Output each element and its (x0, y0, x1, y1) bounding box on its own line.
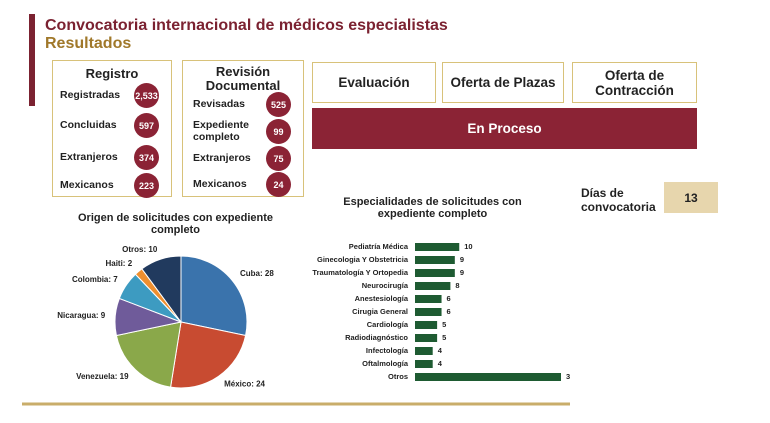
kpi-label: Extranjeros (193, 152, 251, 164)
bar (415, 269, 455, 277)
kpi-value: 99 (266, 119, 291, 144)
bar (415, 308, 442, 316)
kpi-value: 597 (134, 113, 159, 138)
stage: Oferta de Plazas (442, 62, 564, 103)
stage: Oferta de Contracción (572, 62, 697, 103)
kpi-label: Mexicanos (60, 179, 114, 191)
value-label: 6 (447, 307, 451, 316)
category-label: Radiodiagnóstico (345, 333, 408, 342)
bar (415, 373, 561, 381)
slide-title: Convocatoria internacional de médicos es… (45, 17, 448, 34)
pie-slice (115, 321, 182, 388)
category-label: Cirugia General (352, 307, 408, 316)
category-label: Infectología (366, 346, 409, 355)
registro-box: Registro (52, 60, 172, 197)
kpi-label: Revisadas (193, 98, 245, 110)
value-label: 10 (464, 242, 472, 251)
bar (415, 347, 433, 355)
slice-label: Venezuela: 19 (76, 372, 129, 381)
bar (415, 334, 438, 342)
slice-label: Nicaragua: 9 (57, 311, 106, 320)
bar (415, 243, 460, 251)
revision-box: Revisión Documental (182, 60, 304, 197)
slice-label: Haiti: 2 (105, 259, 132, 268)
kpi-value: 525 (266, 92, 291, 117)
kpi-label: Mexicanos (193, 178, 247, 190)
bar (415, 360, 433, 368)
pie-slice (180, 255, 248, 337)
accent-bar (29, 14, 35, 106)
category-label: Cardiología (367, 320, 409, 329)
box-title: Registro (85, 66, 139, 81)
slice-label: Colombia: 7 (72, 275, 118, 284)
kpi-label: Concluidas (60, 119, 117, 131)
category-label: Otros (388, 372, 408, 381)
chart-title: Origen de solicitudes con expediente com… (78, 212, 273, 236)
value-label: 5 (442, 320, 446, 329)
value-label: 4 (438, 359, 443, 368)
value-label: 9 (460, 268, 464, 277)
status-bar: En Proceso (312, 108, 697, 149)
slice-label: Cuba: 28 (240, 269, 274, 278)
kpi-value: 374 (134, 145, 159, 170)
value-label: 5 (442, 333, 446, 342)
slide-subtitle: Resultados (45, 35, 132, 52)
slice-label: Otros: 10 (122, 245, 158, 254)
kpi-label: Extranjeros (60, 151, 118, 163)
slice-label: México: 24 (224, 380, 265, 389)
category-label: Anestesiología (355, 294, 409, 303)
value-label: 4 (438, 346, 443, 355)
box-title: Revisión Documental (205, 64, 281, 93)
dias-value: 13 (664, 182, 718, 213)
bar (415, 321, 438, 329)
chart-title: Especialidades de solicitudes con expedi… (343, 196, 522, 220)
category-label: Ginecologia Y Obstetricia (317, 255, 409, 264)
kpi-label: Expediente completo (193, 119, 250, 143)
kpi-value: 223 (134, 173, 159, 198)
value-label: 6 (447, 294, 451, 303)
bar (415, 256, 455, 264)
value-label: 9 (460, 255, 464, 264)
kpi-value: 75 (266, 146, 291, 171)
kpi-value: 2,533 (134, 83, 159, 108)
bar (415, 295, 442, 303)
kpi-value: 24 (266, 172, 291, 197)
kpi-label: Registradas (60, 89, 121, 101)
stage: Evaluación (312, 62, 436, 103)
category-label: Traumatología Y Ortopedia (312, 268, 408, 277)
value-label: 3 (566, 372, 570, 381)
category-label: Pediatría Médica (349, 242, 409, 251)
value-label: 8 (455, 281, 459, 290)
pie-slice (169, 321, 247, 389)
category-label: Oftalmología (362, 359, 409, 368)
category-label: Neurocirugía (362, 281, 409, 290)
bar (415, 282, 451, 290)
dias-label: Días de convocatoria (581, 186, 656, 214)
pie-slice (141, 255, 182, 324)
